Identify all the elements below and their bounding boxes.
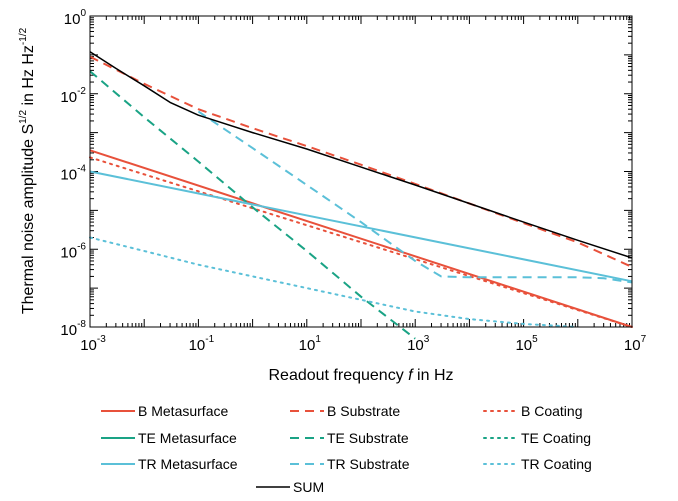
x-tick-label: 103 bbox=[407, 334, 430, 354]
y-tick-label: 10-6 bbox=[60, 241, 86, 261]
series-lines bbox=[89, 51, 633, 340]
legend-label-sum: SUM bbox=[293, 479, 324, 495]
series-line-b-substrate bbox=[89, 55, 633, 268]
x-tick-label: 10-3 bbox=[80, 334, 106, 354]
series-line-b-metasurface bbox=[89, 149, 633, 328]
legend-label-b-metasurface: B Metasurface bbox=[138, 403, 228, 419]
tick-labels: 10-3 10-1 101 103 105 107 100 10-2 10-4 10-6 10-8 bbox=[60, 8, 646, 354]
series-line-sum bbox=[89, 51, 633, 259]
x-axis-label: Readout frequency f in Hz bbox=[268, 367, 453, 384]
x-tick-label: 107 bbox=[624, 334, 647, 354]
series-line-b-coating bbox=[89, 156, 633, 328]
legend-label-te-metasurface: TE Metasurface bbox=[138, 430, 237, 446]
legend-label-b-coating: B Coating bbox=[521, 403, 582, 419]
legend-label-tr-coating: TR Coating bbox=[521, 456, 592, 472]
x-tick-label: 10-1 bbox=[189, 334, 215, 354]
y-tick-label: 100 bbox=[64, 8, 87, 28]
legend-label-b-substrate: B Substrate bbox=[327, 403, 400, 419]
series-line-tr-metasurface bbox=[89, 170, 633, 283]
legend-label-te-substrate: TE Substrate bbox=[327, 430, 409, 446]
y-tick-label: 10-4 bbox=[60, 164, 86, 184]
legend: B Metasurface B Substrate B Coating TE Meta… bbox=[101, 403, 592, 495]
legend-label-tr-metasurface: TR Metasurface bbox=[138, 456, 238, 472]
series-line-tr-coating bbox=[89, 236, 579, 328]
y-axis-label: Thermal noise amplitude S1/2 in Hz Hz-1/… bbox=[18, 27, 37, 314]
axis-ticks bbox=[89, 16, 632, 328]
series-line-tr-substrate bbox=[197, 110, 633, 284]
legend-label-tr-substrate: TR Substrate bbox=[327, 456, 410, 472]
plot-frame bbox=[89, 15, 633, 328]
y-tick-label: 10-2 bbox=[60, 86, 86, 106]
x-tick-label: 101 bbox=[299, 334, 322, 354]
legend-label-te-coating: TE Coating bbox=[521, 430, 591, 446]
series-line-te-substrate bbox=[89, 70, 416, 340]
x-tick-label: 105 bbox=[515, 334, 538, 354]
y-tick-label: 10-8 bbox=[60, 319, 86, 339]
